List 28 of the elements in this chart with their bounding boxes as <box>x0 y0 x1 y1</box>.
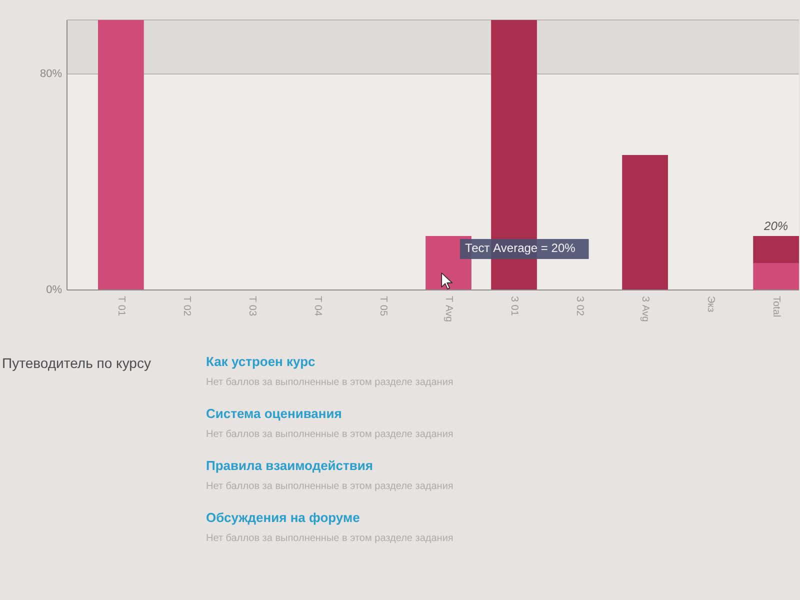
total-label: 20% <box>763 219 788 233</box>
x-tick-label: Т 01 <box>115 296 126 316</box>
text: Нет баллов за выполненные в этом разделе задания <box>206 377 454 388</box>
x-tick-label: Т Avg <box>442 296 454 322</box>
bar <box>98 20 144 290</box>
annotation: Тест Average = 20% <box>464 241 576 256</box>
x-tick-label: З Avg <box>639 296 650 322</box>
y-tick-label: 80% <box>40 68 62 80</box>
x-tick-label: З 01 <box>508 296 520 316</box>
text: Как устроен курс <box>206 354 316 369</box>
text: Нет баллов за выполненные в этом разделе задания <box>206 429 454 440</box>
text: Нет баллов за выполненные в этом разделе задания <box>206 533 454 544</box>
y-tick-label: 0% <box>46 284 62 296</box>
bar <box>622 155 668 290</box>
text: Система оценивания <box>206 406 342 421</box>
text: Нет баллов за выполненные в этом разделе задания <box>206 481 454 492</box>
x-tick-label: Т 04 <box>312 296 323 316</box>
x-tick-label: Total <box>770 296 782 318</box>
text: Правила взаимодействия <box>206 458 373 473</box>
bar <box>753 263 799 290</box>
x-tick-label: Т 03 <box>246 296 258 316</box>
text: Обсуждения на форуме <box>206 510 360 525</box>
x-tick-label: Экз <box>704 296 716 313</box>
x-tick-label: Т 05 <box>377 296 388 316</box>
x-tick-label: Т 02 <box>180 296 192 316</box>
text: Путеводитель по курсу <box>2 355 151 371</box>
x-tick-label: З 02 <box>574 296 585 316</box>
bar <box>753 236 799 263</box>
